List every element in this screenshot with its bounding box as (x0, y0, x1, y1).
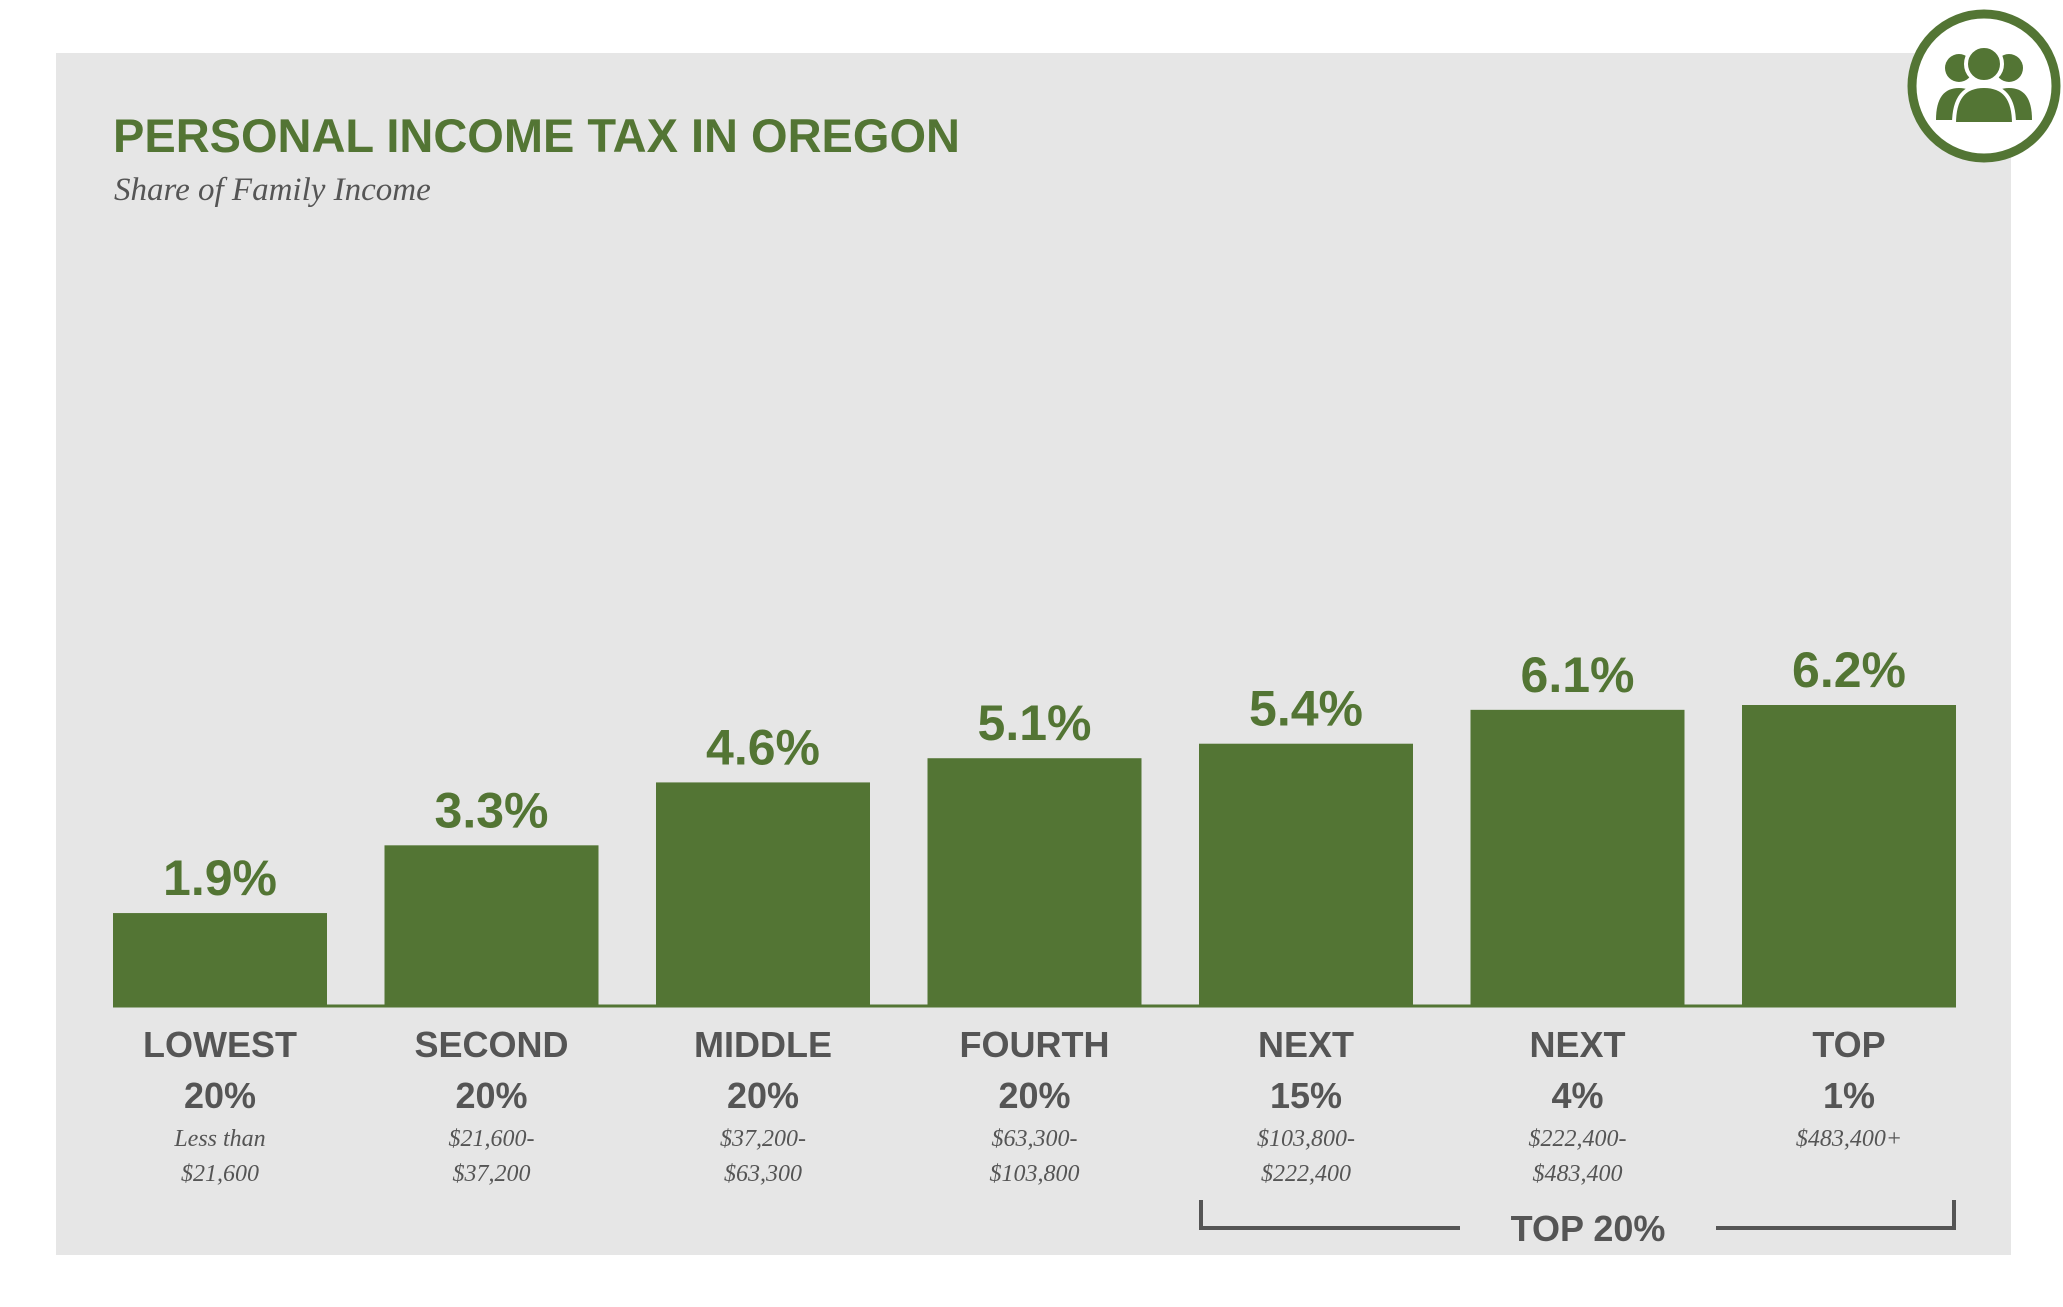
chart-panel (56, 53, 2011, 1255)
category-label: SECOND (414, 1024, 568, 1065)
value-label: 6.2% (1792, 642, 1906, 698)
bar (1742, 705, 1956, 1005)
income-range-label: $21,600 (181, 1161, 259, 1187)
income-range-label: $483,400 (1533, 1161, 1623, 1187)
income-range-label: $63,300 (724, 1161, 802, 1187)
people-group-icon (1907, 9, 2061, 163)
category-label: NEXT (1258, 1024, 1354, 1065)
category-label: MIDDLE (694, 1024, 832, 1065)
income-range-label: $63,300- (992, 1126, 1078, 1152)
income-range-label: $222,400- (1529, 1126, 1627, 1152)
value-label: 5.1% (978, 695, 1092, 751)
bracket-right (1716, 1200, 1956, 1230)
value-label: 5.4% (1249, 681, 1363, 737)
value-label: 6.1% (1521, 647, 1635, 703)
value-label: 4.6% (706, 719, 820, 775)
bracket-label: TOP 20% (1511, 1208, 1666, 1249)
income-range-label: $103,800- (1257, 1126, 1355, 1152)
income-range-label: $37,200 (453, 1161, 531, 1187)
category-share-label: 20% (184, 1075, 256, 1116)
category-label: TOP (1812, 1024, 1885, 1065)
category-share-label: 15% (1270, 1075, 1342, 1116)
bar (384, 845, 599, 1005)
income-range-label: $222,400 (1261, 1161, 1351, 1187)
income-range-label: $21,600- (449, 1126, 535, 1152)
income-range-label: Less than (173, 1126, 265, 1152)
bar (1199, 743, 1413, 1005)
category-share-label: 4% (1551, 1075, 1603, 1116)
income-range-label: $483,400+ (1796, 1126, 1902, 1152)
income-range-label: $37,200- (720, 1126, 806, 1152)
category-label: FOURTH (960, 1024, 1110, 1065)
bar (656, 782, 870, 1005)
category-share-label: 20% (998, 1075, 1070, 1116)
bar (1470, 709, 1685, 1005)
income-range-label: $103,800 (990, 1161, 1080, 1187)
value-label: 3.3% (435, 782, 549, 838)
bracket-left (1199, 1200, 1460, 1230)
category-share-label: 1% (1823, 1075, 1875, 1116)
value-label: 1.9% (163, 850, 277, 906)
chart-title: PERSONAL INCOME TAX IN OREGON (113, 109, 960, 162)
bar (927, 758, 1142, 1005)
category-share-label: 20% (455, 1075, 527, 1116)
bar (113, 913, 327, 1005)
category-label: NEXT (1529, 1024, 1625, 1065)
chart-subtitle: Share of Family Income (114, 172, 431, 208)
category-share-label: 20% (727, 1075, 799, 1116)
category-label: LOWEST (143, 1024, 297, 1065)
